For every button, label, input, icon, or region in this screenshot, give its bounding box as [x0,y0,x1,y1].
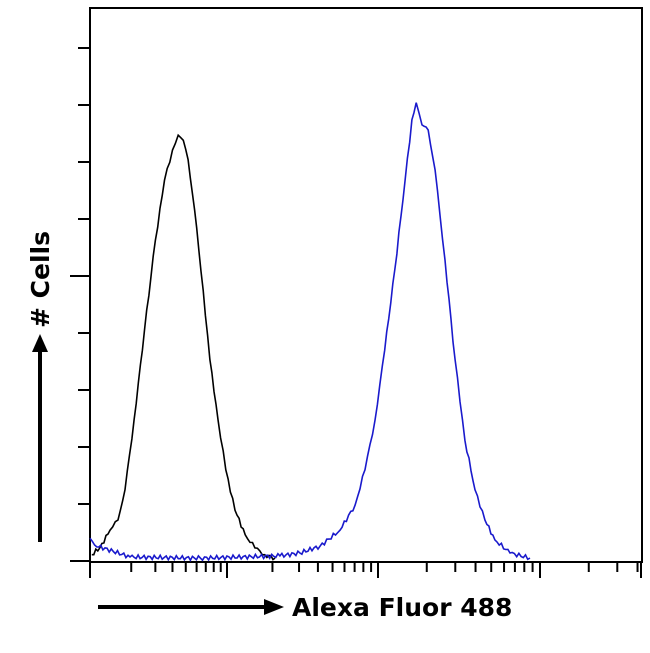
y-arrow-head-icon [32,334,48,352]
x-axis-label: Alexa Fluor 488 [292,593,512,622]
y-axis-label: # Cells [26,231,55,328]
y-axis-label-group: # Cells [26,231,55,542]
histogram-series-1 [91,133,276,561]
plot-frame [89,7,643,563]
x-arrow-head-icon [264,599,284,615]
x-axis-label-group: Alexa Fluor 488 [98,593,512,622]
histogram-series-2 [89,102,531,562]
